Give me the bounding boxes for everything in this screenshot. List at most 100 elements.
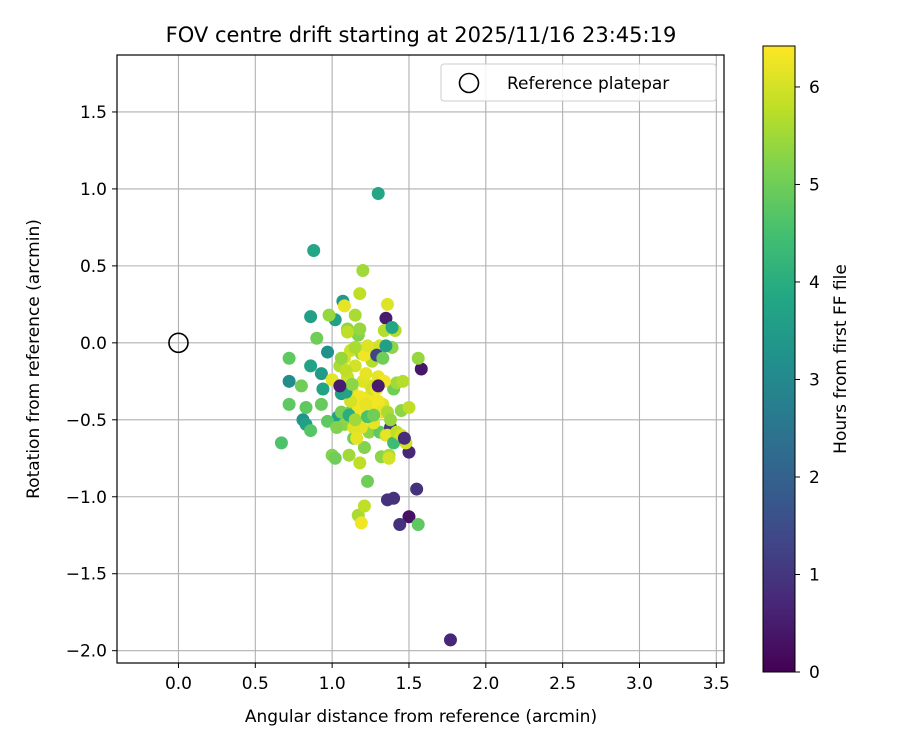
y-tick-label: 1.0 xyxy=(80,180,107,200)
data-point xyxy=(337,299,351,313)
data-point xyxy=(411,351,425,365)
x-tick-label: 0.0 xyxy=(165,674,192,694)
x-axis-ticks: 0.0 0.5 1.0 1.5 2.0 2.5 3.0 3.5 xyxy=(165,663,730,694)
data-point xyxy=(360,474,374,488)
data-point xyxy=(353,287,367,301)
data-point xyxy=(357,441,371,455)
data-point xyxy=(393,517,407,531)
data-point xyxy=(321,414,335,428)
data-point xyxy=(322,308,336,322)
data-point xyxy=(359,397,373,411)
data-point xyxy=(353,322,367,336)
colorbar-tick-label: 2 xyxy=(809,468,820,488)
data-point xyxy=(334,351,348,365)
colorbar-tick-label: 4 xyxy=(809,273,820,293)
data-point xyxy=(314,397,328,411)
data-point xyxy=(367,408,381,422)
legend-box xyxy=(440,63,717,102)
data-point xyxy=(348,413,362,427)
data-point xyxy=(316,382,330,396)
data-point xyxy=(353,456,367,470)
data-point xyxy=(282,397,296,411)
data-point xyxy=(348,308,362,322)
colorbar-tick-label: 0 xyxy=(809,663,820,683)
colorbar-label: Hours from first FF file xyxy=(831,264,851,454)
data-point xyxy=(379,339,393,353)
data-point xyxy=(339,364,353,378)
data-point xyxy=(356,263,370,277)
data-point xyxy=(359,367,373,381)
legend-marker-icon xyxy=(458,72,480,94)
data-point xyxy=(314,367,328,381)
data-point xyxy=(402,400,416,414)
x-tick-label: 1.5 xyxy=(395,674,422,694)
data-point xyxy=(411,517,425,531)
reference-platepar-marker xyxy=(168,332,189,354)
data-point xyxy=(294,379,308,393)
data-point xyxy=(333,379,347,393)
y-tick-label: −1.0 xyxy=(66,488,107,508)
y-tick-label: 1.5 xyxy=(80,103,107,123)
x-tick-label: 2.5 xyxy=(549,674,576,694)
data-point xyxy=(397,431,411,445)
data-point xyxy=(330,420,344,434)
data-point xyxy=(402,510,416,524)
x-tick-label: 3.0 xyxy=(626,674,653,694)
y-tick-label: −0.5 xyxy=(66,411,107,431)
data-point xyxy=(328,451,342,465)
colorbar-tick-label: 1 xyxy=(809,565,820,585)
data-point xyxy=(410,482,424,496)
y-tick-label: −1.5 xyxy=(66,565,107,585)
y-axis-ticks: −2.0 −1.5 −1.0 −0.5 0.0 0.5 1.0 1.5 xyxy=(66,103,117,662)
data-point xyxy=(357,499,371,513)
grid-lines xyxy=(117,55,724,663)
legend-entry-reference-platepar: Reference platepar xyxy=(507,74,669,94)
data-point xyxy=(385,320,399,334)
data-point xyxy=(304,359,318,373)
y-tick-label: −2.0 xyxy=(66,642,107,662)
data-point xyxy=(282,351,296,365)
data-point xyxy=(371,379,385,393)
data-point xyxy=(380,297,394,311)
data-point xyxy=(443,633,457,647)
data-point xyxy=(321,345,335,359)
data-point xyxy=(360,339,374,353)
data-point xyxy=(382,451,396,465)
colorbar-gradient xyxy=(762,45,796,673)
data-point xyxy=(304,310,318,324)
data-point xyxy=(310,331,324,345)
data-point xyxy=(348,340,362,354)
x-tick-label: 2.0 xyxy=(472,674,499,694)
data-point xyxy=(274,436,288,450)
x-tick-label: 3.5 xyxy=(703,674,730,694)
x-axis-label: Angular distance from reference (arcmin) xyxy=(245,707,597,727)
data-point xyxy=(282,374,296,388)
legend: Reference platepar xyxy=(440,63,717,102)
colorbar-tick-label: 3 xyxy=(809,370,820,390)
y-tick-label: 0.5 xyxy=(80,257,107,277)
data-point xyxy=(345,377,359,391)
chart-title: FOV centre drift starting at 2025/11/16 … xyxy=(166,23,677,47)
colorbar: 0 1 2 3 4 5 6 Hours from first FF file xyxy=(762,45,851,683)
data-point xyxy=(376,351,390,365)
y-axis-label: Rotation from reference (arcmin) xyxy=(24,219,44,499)
data-point xyxy=(342,448,356,462)
colorbar-tick-label: 5 xyxy=(809,175,820,195)
colorbar-tick-label: 6 xyxy=(809,78,820,98)
data-point xyxy=(354,516,368,530)
data-point xyxy=(299,400,313,414)
data-point xyxy=(304,424,318,438)
data-point xyxy=(379,311,393,325)
y-tick-label: 0.0 xyxy=(80,334,107,354)
data-point xyxy=(414,362,428,376)
data-point xyxy=(387,491,401,505)
x-tick-label: 0.5 xyxy=(242,674,269,694)
x-tick-label: 1.0 xyxy=(319,674,346,694)
plot-frame xyxy=(116,54,725,664)
data-point xyxy=(396,374,410,388)
data-point xyxy=(341,325,355,339)
colorbar-ticks: 0 1 2 3 4 5 6 xyxy=(795,78,820,683)
data-point xyxy=(371,187,385,201)
data-point xyxy=(307,243,321,257)
